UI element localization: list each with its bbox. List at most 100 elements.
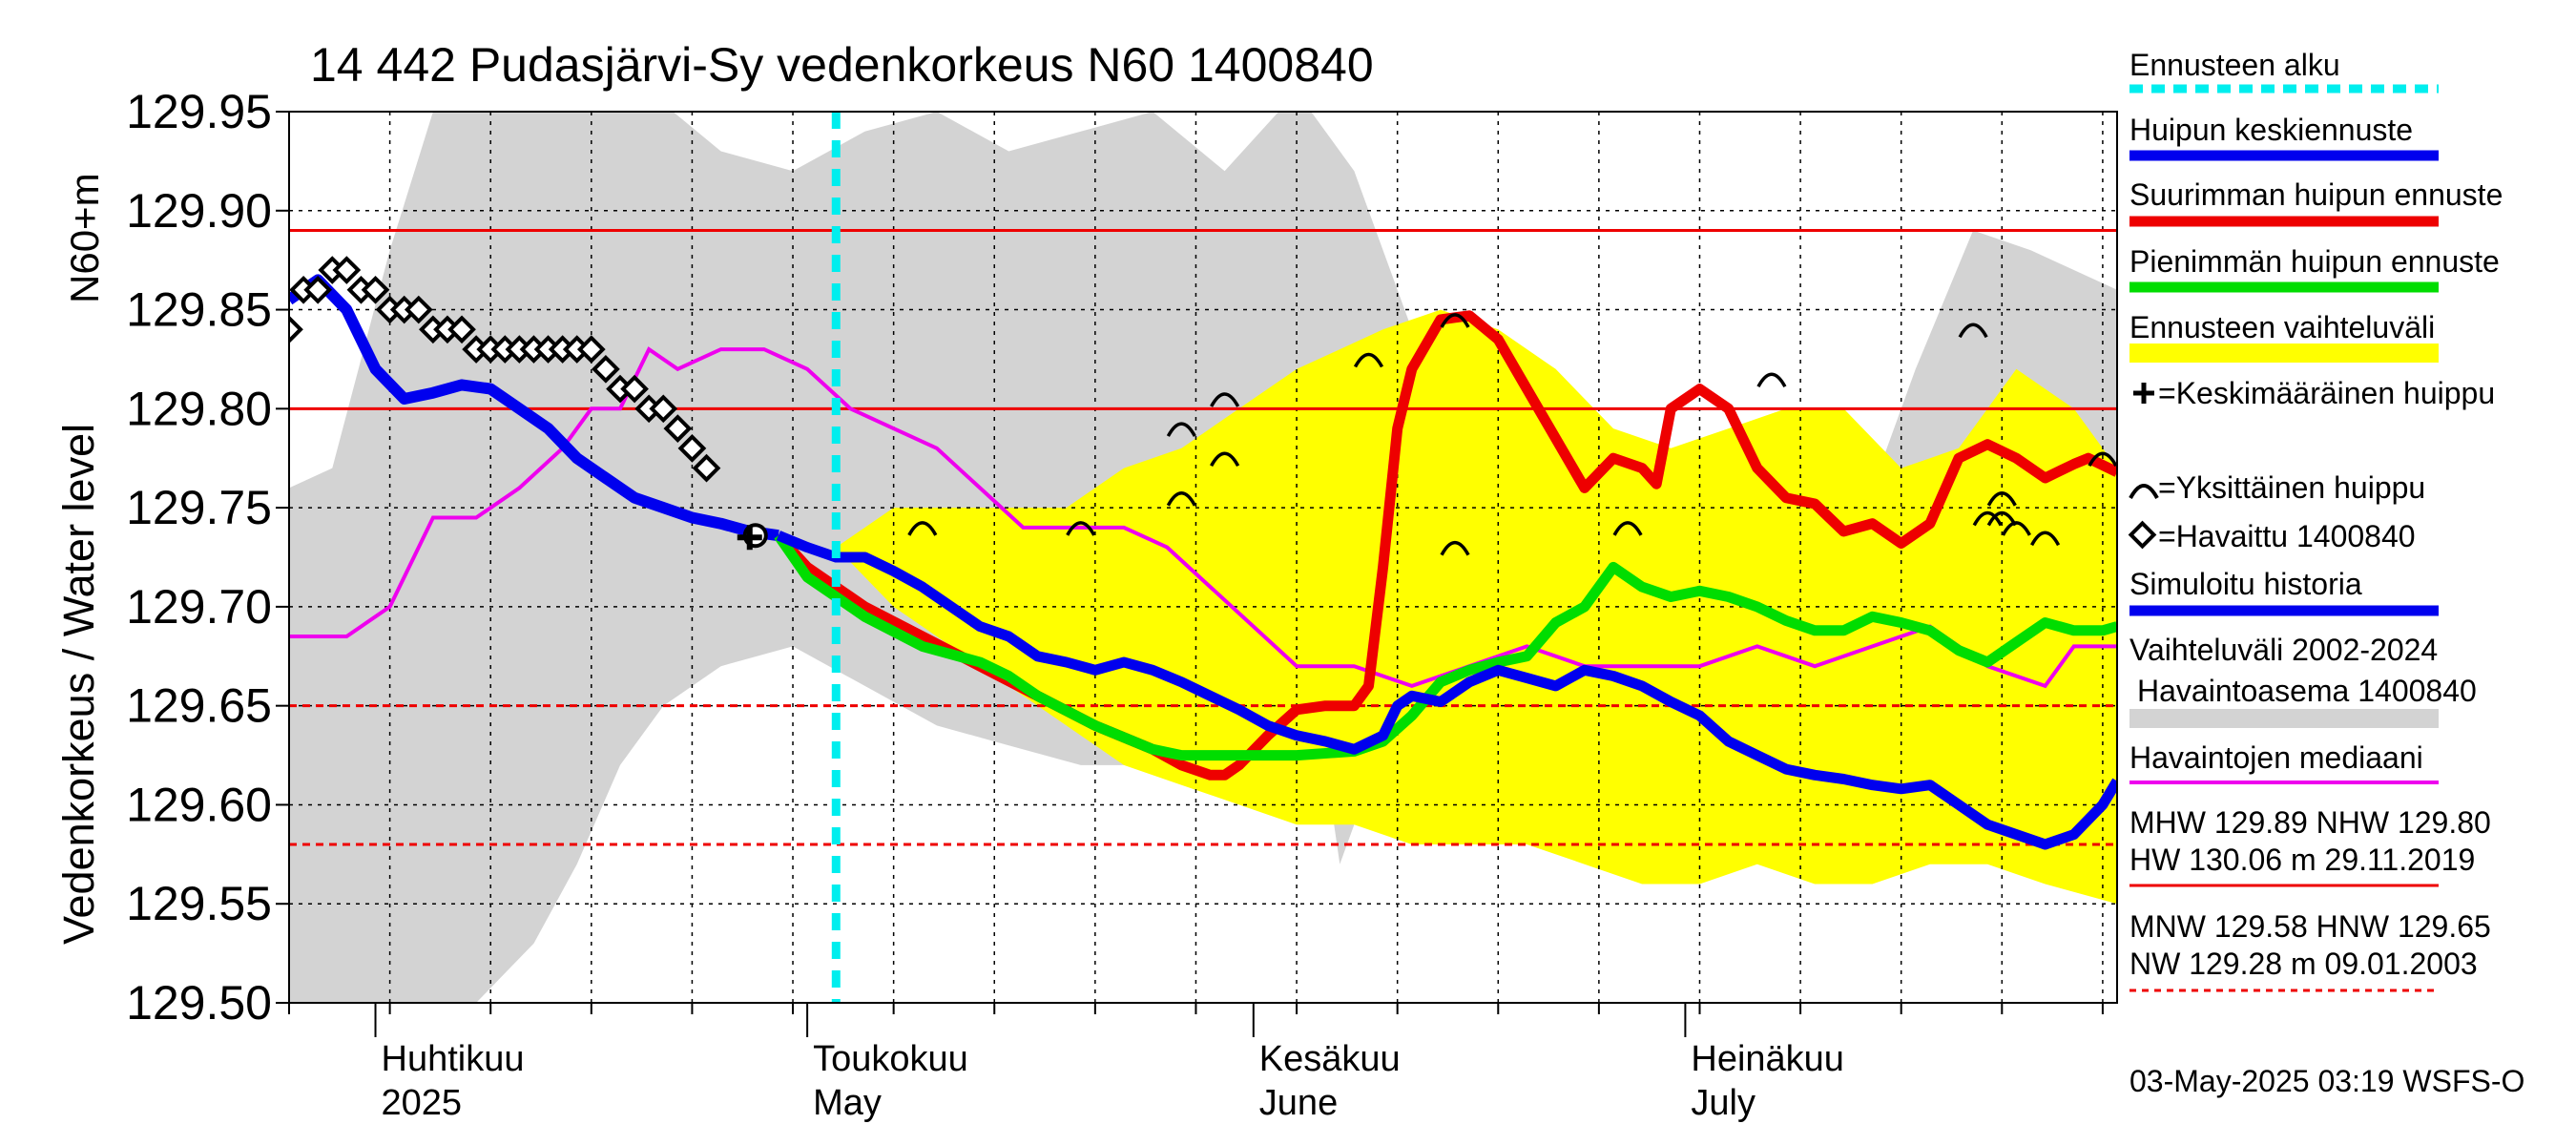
legend-observed-icon: [2128, 520, 2157, 550]
y-tick-label: 129.95: [126, 85, 272, 138]
x-month-sublabel: June: [1259, 1083, 1338, 1123]
observed-marker: [663, 414, 693, 443]
observed-marker: [634, 394, 664, 424]
x-month-sublabel: July: [1691, 1083, 1755, 1123]
legend-forecast-start: Ennusteen alku: [2129, 48, 2340, 82]
observed-marker: [490, 335, 520, 364]
y-tick-label: 129.60: [126, 778, 272, 831]
legend-min-forecast: Pienimmän huipun ennuste: [2129, 244, 2500, 279]
observed-marker: [447, 315, 476, 344]
legend-nw-line2: NW 129.28 m 09.01.2003: [2129, 947, 2478, 981]
x-month-label: Huhtikuu: [382, 1039, 525, 1079]
legend-max-forecast: Suurimman huipun ennuste: [2129, 177, 2503, 212]
single-peak-marker: [1958, 323, 1988, 339]
y-tick-label: 129.85: [126, 283, 272, 337]
observed-marker: [462, 335, 490, 364]
legend-observed: =Havaittu 1400840: [2158, 519, 2416, 553]
single-peak-marker: [1066, 521, 1096, 536]
observed-marker: [289, 275, 318, 304]
observed-marker: [677, 433, 707, 463]
plot-frame: [288, 111, 2118, 1004]
observed-marker: [562, 335, 592, 364]
legend-range-line2: Havaintoasema 1400840: [2137, 674, 2477, 708]
observed-marker: [476, 335, 506, 364]
footer-timestamp: 03-May-2025 03:19 WSFS-O: [2129, 1064, 2524, 1098]
observed-marker: [433, 315, 462, 344]
chart-title: 14 442 Pudasjärvi-Sy vedenkorkeus N60 14…: [310, 38, 1374, 92]
single-peak-marker: [2001, 521, 2031, 536]
legend-swatch-history-range: [2129, 709, 2439, 728]
median-line: [289, 346, 2117, 689]
single-peak-marker: [1166, 491, 1196, 507]
observed-marker: [620, 374, 649, 404]
y-tick-label: 129.80: [126, 382, 272, 435]
legend: Ennusteen alku Huipun keskiennuste Suuri…: [2128, 48, 2503, 992]
observed-marker: [303, 275, 333, 304]
legend-range-line1: Vaihteluväli 2002-2024: [2129, 633, 2438, 667]
observed-marker: [389, 295, 419, 324]
observed-marker: [318, 256, 347, 284]
observed-marker: [592, 354, 620, 384]
plot-area: [289, 112, 2117, 1003]
observed-marker: [404, 295, 433, 324]
single-peak-marker: [907, 521, 938, 536]
legend-single-peak: =Yksittäinen huippu: [2158, 470, 2425, 505]
legend-swatch-forecast-range: [2129, 344, 2439, 363]
single-peak-marker: [1210, 392, 1240, 407]
legend-mean-forecast: Huipun keskiennuste: [2129, 113, 2413, 147]
observed-marker: [606, 374, 634, 404]
single-peak-marker: [2088, 451, 2117, 468]
single-peak-marker: [1986, 510, 2017, 527]
single-peak-marker: [1440, 313, 1470, 328]
observed-marker: [505, 335, 534, 364]
observed-marker: [649, 394, 678, 424]
x-month-label: Toukokuu: [813, 1039, 968, 1079]
min-peak-forecast-line: [774, 532, 2117, 761]
y-tick-label: 129.70: [126, 580, 272, 634]
mean-peak-forecast-line: [776, 531, 2117, 850]
y-axis-unit: N60+m: [62, 173, 107, 303]
legend-nw-line1: MNW 129.58 HNW 129.65: [2129, 909, 2491, 944]
y-tick-label: 129.75: [126, 481, 272, 534]
x-month-label: Kesäkuu: [1259, 1039, 1401, 1079]
observed-marker: [332, 256, 362, 284]
legend-mean-peak-icon: [2133, 383, 2154, 404]
mean-peak-marker: [737, 523, 768, 551]
y-axis: 129.50 129.55 129.60 129.65 129.70 129.75 129.…: [126, 85, 289, 1030]
single-peak-marker: [2030, 531, 2061, 547]
observed-marker: [289, 315, 303, 344]
single-peak-marker: [1986, 491, 2017, 507]
x-month-sublabel: 2025: [382, 1083, 463, 1123]
legend-mean-peak: =Keskimääräinen huippu: [2158, 376, 2495, 410]
observed-marker: [375, 295, 405, 324]
x-month-sublabel: May: [813, 1083, 882, 1123]
observed-marker: [576, 335, 606, 364]
legend-single-peak-icon: [2129, 484, 2159, 499]
single-peak-marker: [1612, 521, 1643, 536]
observed-marker: [548, 335, 577, 364]
y-tick-label: 129.65: [126, 679, 272, 733]
y-tick-label: 129.90: [126, 184, 272, 238]
legend-hw-line2: HW 130.06 m 29.11.2019: [2129, 843, 2475, 877]
x-month-label: Heinäkuu: [1691, 1039, 1844, 1079]
observed-marker: [533, 335, 563, 364]
observed-marker: [361, 275, 390, 304]
observed-marker: [419, 315, 447, 344]
observed-marker: [519, 335, 549, 364]
single-peak-marker: [1756, 372, 1787, 388]
single-peak-markers: [907, 313, 2117, 556]
simulated-history-line: [289, 274, 779, 542]
legend-forecast-range: Ennusteen vaihteluväli: [2129, 310, 2435, 344]
single-peak-marker: [1972, 510, 2003, 527]
single-peak-marker: [1210, 451, 1240, 468]
single-peak-marker: [1166, 422, 1196, 437]
single-peak-marker: [1440, 540, 1470, 556]
legend-simulated: Simuloitu historia: [2129, 567, 2362, 601]
single-peak-marker: [1353, 352, 1384, 368]
y-tick-label: 129.50: [126, 976, 272, 1030]
legend-hw-line1: MHW 129.89 NHW 129.80: [2129, 805, 2491, 840]
observed-marker: [346, 275, 376, 304]
legend-median: Havaintojen mediaani: [2129, 740, 2423, 775]
